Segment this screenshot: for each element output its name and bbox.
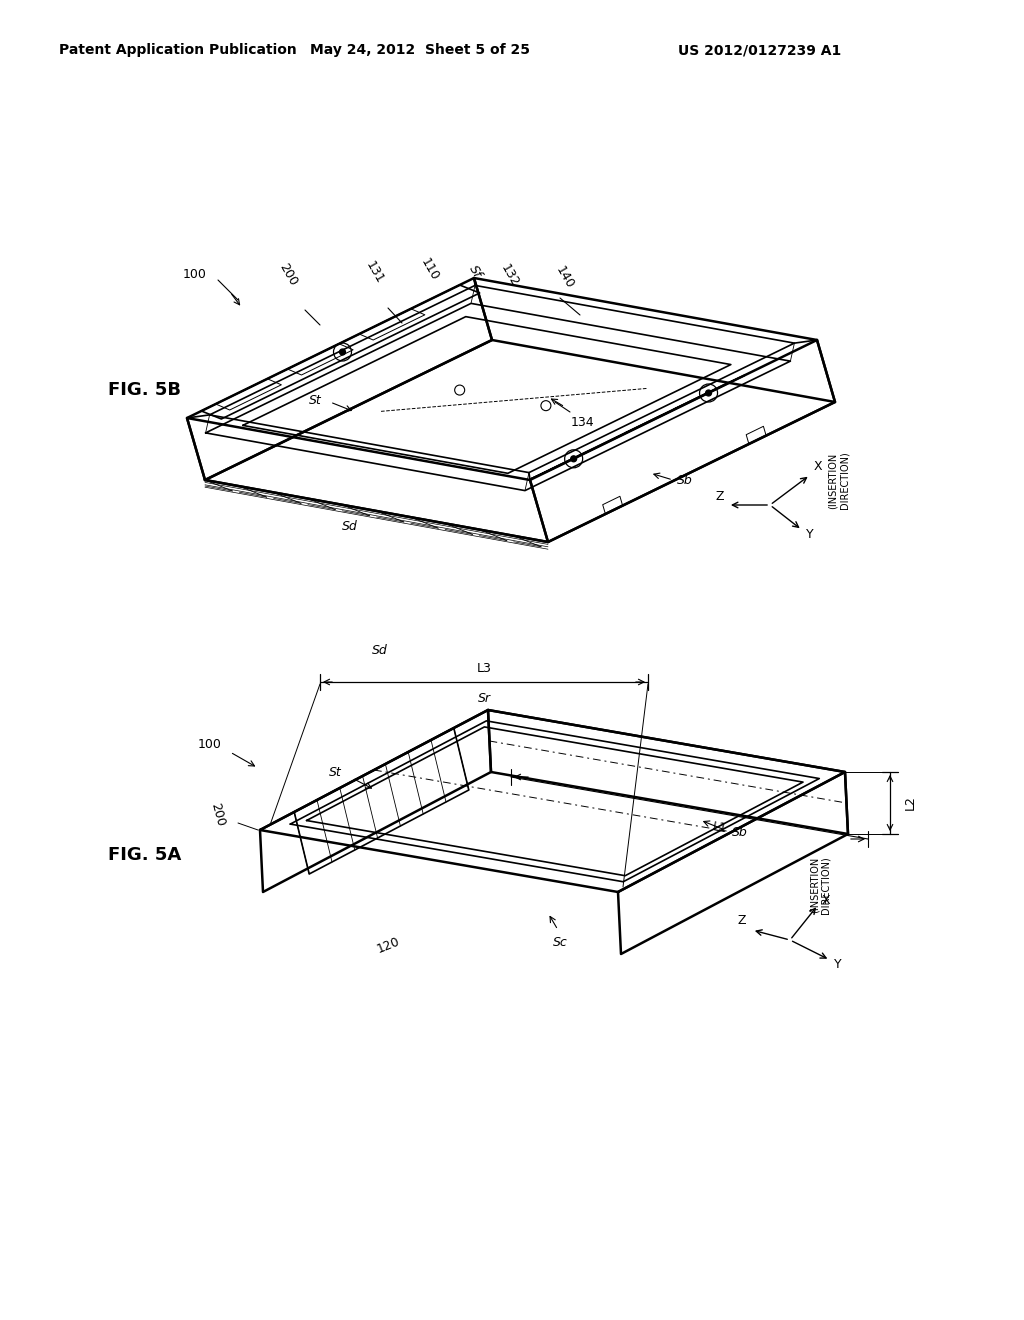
- Text: St: St: [308, 393, 322, 407]
- Text: (INSERTION
DIRECTION): (INSERTION DIRECTION): [809, 857, 830, 913]
- Text: 120: 120: [375, 935, 401, 956]
- Text: FIG. 5B: FIG. 5B: [108, 381, 181, 399]
- Text: Sc: Sc: [553, 936, 567, 949]
- Text: 131: 131: [364, 259, 386, 285]
- Text: Sr: Sr: [477, 692, 490, 705]
- Text: Y: Y: [806, 528, 814, 541]
- Text: 134: 134: [570, 416, 594, 429]
- Text: 110: 110: [419, 256, 441, 284]
- Text: Sb: Sb: [732, 825, 748, 838]
- Text: 100: 100: [183, 268, 207, 281]
- Text: Z: Z: [737, 913, 746, 927]
- Circle shape: [706, 389, 712, 396]
- Text: 200: 200: [276, 261, 300, 289]
- Text: May 24, 2012  Sheet 5 of 25: May 24, 2012 Sheet 5 of 25: [310, 44, 530, 57]
- Circle shape: [340, 348, 345, 355]
- Text: Sd: Sd: [342, 520, 357, 533]
- Text: (INSERTION
DIRECTION): (INSERTION DIRECTION): [828, 451, 850, 510]
- Circle shape: [570, 455, 577, 462]
- Text: L1: L1: [711, 820, 728, 836]
- Text: Sb: Sb: [677, 474, 693, 487]
- Text: Patent Application Publication: Patent Application Publication: [59, 44, 297, 57]
- Text: Sd: Sd: [372, 644, 388, 656]
- Text: 200: 200: [209, 801, 227, 828]
- Text: X: X: [821, 894, 830, 907]
- Text: St: St: [329, 766, 341, 779]
- Text: L2: L2: [904, 796, 918, 810]
- Text: 140: 140: [553, 264, 577, 292]
- Text: Z: Z: [716, 491, 724, 503]
- Text: FIG. 5A: FIG. 5A: [108, 846, 181, 865]
- Text: 132: 132: [499, 261, 521, 289]
- Text: Sf: Sf: [466, 264, 483, 281]
- Text: X: X: [814, 461, 822, 474]
- Text: US 2012/0127239 A1: US 2012/0127239 A1: [678, 44, 842, 57]
- Text: 100: 100: [198, 738, 222, 751]
- Text: L3: L3: [476, 661, 492, 675]
- Text: Y: Y: [835, 958, 842, 972]
